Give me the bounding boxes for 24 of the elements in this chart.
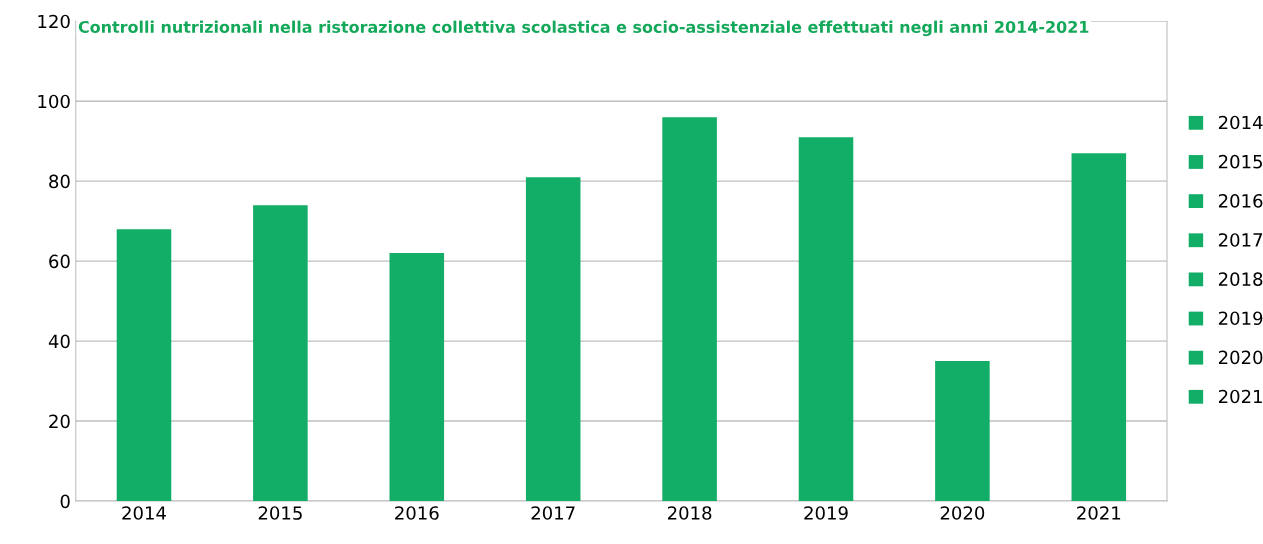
x-tick-label: 2015 bbox=[258, 506, 302, 520]
legend-label: 2019 bbox=[1218, 311, 1263, 326]
x-tick-label: 2016 bbox=[395, 506, 439, 520]
x-tick-label: 2020 bbox=[940, 506, 985, 520]
y-tick-label: 40 bbox=[48, 334, 70, 349]
y-tick-label: 20 bbox=[49, 414, 70, 429]
legend-label: 2016 bbox=[1218, 193, 1263, 208]
legend-label: 2014 bbox=[1218, 115, 1263, 130]
legend-label: 2015 bbox=[1218, 154, 1262, 169]
y-tick-label: 100 bbox=[38, 94, 70, 109]
y-tick-label: 80 bbox=[49, 174, 70, 189]
y-tick-label: 120 bbox=[38, 14, 70, 29]
x-tick-label: 2019 bbox=[804, 506, 848, 520]
legend-label: 2017 bbox=[1218, 233, 1263, 247]
x-tick-label: 2018 bbox=[667, 506, 712, 520]
legend-label: 2020 bbox=[1218, 350, 1263, 365]
legend-label: 2021 bbox=[1218, 389, 1262, 404]
y-tick-label: 0 bbox=[60, 494, 70, 509]
x-tick-label: 2017 bbox=[531, 506, 575, 520]
x-tick-label: 2014 bbox=[122, 506, 166, 520]
x-tick-label: 2021 bbox=[1077, 506, 1121, 520]
legend-label: 2018 bbox=[1218, 272, 1263, 286]
chart-title: Controlli nutrizionali nella ristorazione collettiva scolastica e socio-assistenziale effettuati negli anni 2014-2021 bbox=[78, 20, 1089, 37]
y-tick-label: 60 bbox=[49, 254, 70, 269]
